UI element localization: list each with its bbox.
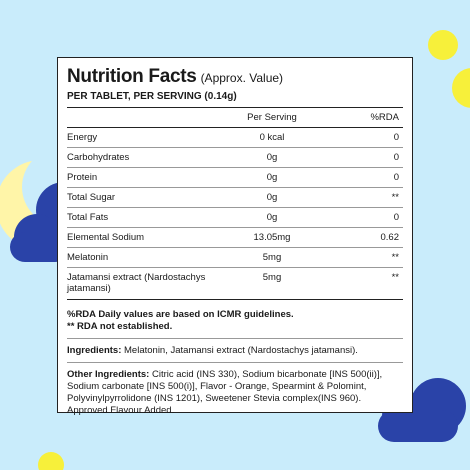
table-header: Per Serving %RDA (67, 108, 403, 128)
table-row: Energy 0 kcal 0 (67, 128, 403, 148)
nutrient-amount: 0g (266, 152, 278, 163)
nutrient-rda: 0 (393, 132, 399, 143)
rda-note-line: ** RDA not established. (67, 321, 173, 332)
column-header-per-serving: Per Serving (247, 112, 297, 123)
cloud-decoration (378, 410, 458, 442)
nutrient-name: Protein (67, 172, 98, 183)
title-row: Nutrition Facts (Approx. Value) (67, 66, 403, 88)
table-row: Melatonin 5mg ** (67, 248, 403, 268)
table-row: Total Sugar 0g ** (67, 188, 403, 208)
nutrient-name: Energy (67, 132, 98, 143)
other-ingredients-section: Other Ingredients: Citric acid (INS 330)… (67, 369, 403, 417)
table-row: Carbohydrates 0g 0 (67, 148, 403, 168)
nutrient-rda: 0 (393, 152, 399, 163)
panel-title: Nutrition Facts (67, 66, 197, 87)
nutrient-amount: 5mg (262, 252, 282, 263)
rda-note-line: %RDA Daily values are based on ICMR guid… (67, 309, 294, 320)
table-row: Protein 0g 0 (67, 168, 403, 188)
nutrient-name: Carbohydrates (67, 152, 130, 163)
other-ingredients-label: Other Ingredients: (67, 369, 150, 380)
nutrient-name: Total Sugar (67, 192, 116, 203)
title-note: (Approx. Value) (200, 71, 284, 85)
ingredients-section: Ingredients: Melatonin, Jatamansi extrac… (67, 345, 403, 363)
nutrient-amount: 0g (266, 172, 278, 183)
nutrient-rda: 0 (393, 172, 399, 183)
nutrient-name: Jatamansi extract (Nardostachys jatamans… (67, 272, 206, 294)
nutrient-name: Elemental Sodium (67, 232, 145, 243)
yellow-dot-decoration (38, 452, 64, 470)
other-ingredients-text: Citric acid (INS 330), Sodium bicarbonat… (67, 369, 383, 416)
nutrient-amount: 0g (266, 192, 278, 203)
rda-notes: %RDA Daily values are based on ICMR guid… (67, 309, 403, 339)
column-header-rda: %RDA (370, 112, 399, 123)
nutrient-rda: ** (391, 272, 399, 283)
nutrient-amount: 13.05mg (253, 232, 291, 243)
nutrient-amount: 5mg (262, 272, 282, 283)
nutrient-rda: ** (391, 192, 399, 203)
ingredients-text: Melatonin, Jatamansi extract (Nardostach… (124, 345, 358, 356)
nutrient-rda: ** (391, 252, 399, 263)
yellow-dot-decoration (428, 30, 458, 60)
yellow-dot-decoration (452, 68, 470, 108)
ingredients-label: Ingredients: (67, 345, 122, 356)
nutrient-amount: 0g (266, 212, 278, 223)
nutrient-name: Total Fats (67, 212, 109, 223)
serving-size: PER TABLET, PER SERVING (0.14g) (67, 91, 403, 108)
nutrient-amount: 0 kcal (259, 132, 285, 143)
nutrient-rda: 0 (393, 212, 399, 223)
nutrient-rda: 0.62 (380, 232, 400, 243)
table-row: Jatamansi extract (Nardostachys jatamans… (67, 268, 403, 300)
nutrition-facts-panel: Nutrition Facts (Approx. Value) PER TABL… (57, 57, 413, 416)
table-row: Total Fats 0g 0 (67, 208, 403, 228)
nutrient-name: Melatonin (67, 252, 109, 263)
table-row: Elemental Sodium 13.05mg 0.62 (67, 228, 403, 248)
